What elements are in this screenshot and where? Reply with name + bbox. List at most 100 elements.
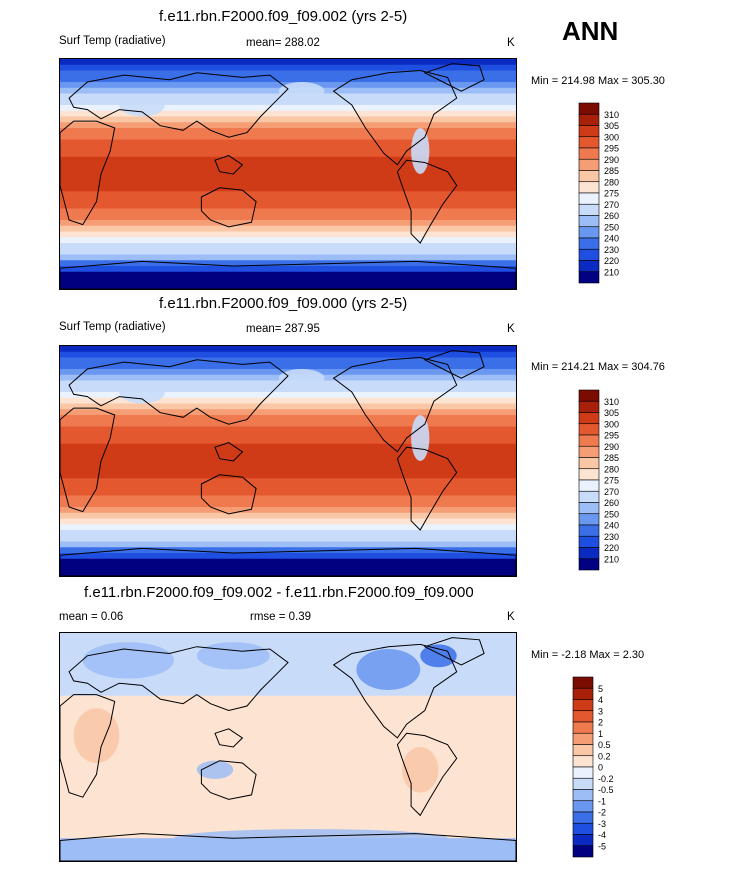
field-band [60, 208, 516, 216]
field-band [60, 729, 516, 737]
field-band [60, 849, 516, 857]
colorbar-tick-label: 270 [604, 487, 619, 497]
colorbar-swatch [572, 811, 594, 824]
colorbar-swatch [572, 721, 594, 734]
field-band [60, 243, 516, 250]
field-band [60, 758, 516, 766]
colorbar-tick-label: 5 [598, 684, 603, 694]
field-band [60, 162, 516, 170]
field-band [60, 752, 516, 760]
field-band [60, 116, 516, 124]
colorbar-swatch [578, 389, 600, 402]
colorbar-tick-label: 210 [604, 554, 619, 564]
colorbar-tick-label: 275 [604, 476, 619, 486]
coastline [200, 474, 257, 515]
field-band [60, 346, 516, 353]
field-band [60, 191, 516, 198]
field-band [60, 128, 516, 135]
field-band [60, 775, 516, 783]
highland-cold-region [278, 369, 325, 388]
field-band [60, 225, 516, 233]
field-band [60, 168, 516, 175]
anomaly-region [420, 644, 457, 668]
colorbar-swatch [578, 113, 600, 126]
colorbar-tick-label: 270 [604, 200, 619, 210]
field-band [60, 695, 516, 703]
field-band [60, 386, 516, 393]
field-band [60, 821, 516, 828]
panel-2-colorbar-svg: 3103053002952902852802752702602502402302… [578, 389, 619, 571]
colorbar-tick-label: 290 [604, 155, 619, 165]
colorbar-swatch [572, 777, 594, 790]
highland-cold-region [411, 415, 430, 461]
colorbar-tick-label: 310 [604, 110, 619, 120]
coastline [423, 637, 485, 666]
colorbar-swatch [578, 192, 600, 205]
field-band [60, 179, 516, 187]
field-band [60, 535, 516, 543]
field-band [60, 843, 516, 851]
colorbar-tick-label: 310 [604, 397, 619, 407]
colorbar-tick-label: 305 [604, 121, 619, 131]
panel-2-map-field [60, 346, 516, 576]
highland-cold-region [119, 93, 165, 117]
highland-cold-region [278, 82, 325, 101]
colorbar-tick-label: -4 [598, 830, 606, 840]
field-band [60, 547, 516, 554]
season-label: ANN [562, 16, 619, 46]
field-band [60, 764, 516, 771]
field-band [60, 443, 516, 451]
panel-3-rmse: rmse = 0.39 [250, 611, 312, 623]
field-band [60, 724, 516, 731]
colorbar-swatch [572, 834, 594, 847]
colorbar-tick-label: 250 [604, 509, 619, 519]
anomaly-region [196, 760, 234, 779]
colorbar-swatch [578, 434, 600, 447]
colorbar-swatch [572, 744, 594, 757]
field-band [60, 667, 516, 674]
coastline [68, 72, 289, 138]
field-band [60, 786, 516, 794]
coastline [396, 446, 458, 531]
colorbar-tick-label: 305 [604, 408, 619, 418]
field-band [60, 420, 516, 428]
field-band [60, 712, 516, 720]
colorbar-swatch [572, 687, 594, 700]
colorbar-swatch [578, 535, 600, 548]
colorbar-swatch [572, 845, 594, 858]
panel-2-colorbar: 310 305 300 295 290 285 280 275 270 260 250 240 230 2… [578, 389, 648, 571]
field-band [60, 185, 516, 193]
coastline [68, 359, 289, 425]
coastline [332, 69, 458, 166]
coastline [396, 159, 458, 244]
panel-2-units: K [507, 323, 515, 335]
colorbar-tick-label: 285 [604, 166, 619, 176]
panel-1-title: f.e11.rbn.F2000.f09_f09.002 (yrs 2-5) [159, 8, 408, 25]
field-band [60, 110, 516, 118]
field-band [60, 655, 516, 663]
colorbar-swatch [578, 490, 600, 503]
field-band [60, 484, 516, 491]
field-band [60, 815, 516, 823]
coastline [68, 646, 289, 712]
anomaly-region [82, 642, 174, 679]
field-band [60, 781, 516, 788]
colorbar-swatch [578, 102, 600, 115]
coastline [332, 356, 458, 453]
colorbar-swatch [572, 699, 594, 712]
panel-3-map-field [60, 633, 516, 861]
coastline [200, 760, 257, 800]
colorbar-swatch [572, 755, 594, 768]
colorbar-swatch [578, 237, 600, 250]
colorbar-tick-label: 260 [604, 211, 619, 221]
panel-2-map [59, 345, 517, 577]
coastline [214, 155, 244, 175]
field-band [60, 277, 516, 285]
colorbar-swatch [578, 524, 600, 537]
anomaly-region [196, 642, 270, 670]
field-band [60, 804, 516, 811]
colorbar-swatch [578, 547, 600, 560]
field-band [60, 254, 516, 262]
field-band [60, 351, 516, 359]
field-band [60, 530, 516, 537]
